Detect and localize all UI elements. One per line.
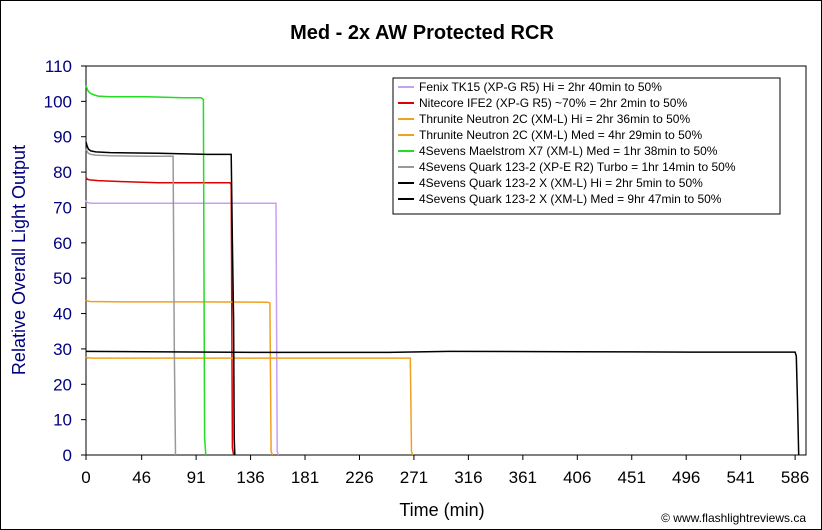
x-tick-label: 226 xyxy=(345,468,373,487)
legend-label: Thrunite Neutron 2C (XM-L) Med = 4hr 29m… xyxy=(419,128,702,142)
x-tick-label: 586 xyxy=(781,468,809,487)
x-tick-label: 0 xyxy=(81,468,90,487)
legend: Fenix TK15 (XP-G R5) Hi = 2hr 40min to 5… xyxy=(392,77,781,215)
series-line-7 xyxy=(85,141,236,456)
y-axis-label: Relative Overall Light Output xyxy=(9,145,29,375)
legend-items: Fenix TK15 (XP-G R5) Hi = 2hr 40min to 5… xyxy=(398,80,736,206)
x-tick-label: 181 xyxy=(291,468,319,487)
series-line-4 xyxy=(85,356,414,456)
legend-label: Thrunite Neutron 2C (XM-L) Hi = 2hr 36mi… xyxy=(419,112,690,126)
x-tick-label: 136 xyxy=(236,468,264,487)
y-tick-label: 60 xyxy=(53,234,72,253)
x-tick-label: 406 xyxy=(563,468,591,487)
legend-box xyxy=(392,77,781,215)
series-line-2 xyxy=(85,176,235,456)
x-tick-label: 361 xyxy=(509,468,537,487)
x-tick-label: 46 xyxy=(132,468,151,487)
series-line-1 xyxy=(85,200,280,456)
y-tick-label: 110 xyxy=(45,57,72,76)
legend-label: Nitecore IFE2 (XP-G R5) ~70% = 2hr 2min … xyxy=(419,96,687,110)
x-tick-label: 91 xyxy=(187,468,206,487)
series-line-3 xyxy=(85,299,274,456)
y-axis: 0 10 20 30 40 50 60 70 80 90 100 110 xyxy=(44,57,86,465)
legend-label: 4Sevens Quark 123-2 X (XM-L) Med = 9hr 4… xyxy=(419,192,722,206)
y-tick-label: 40 xyxy=(53,305,72,324)
x-tick-label: 541 xyxy=(726,468,754,487)
x-tick-label: 451 xyxy=(618,468,646,487)
series-line-5 xyxy=(85,85,207,456)
y-tick-label: 70 xyxy=(53,198,72,217)
y-tick-label: 10 xyxy=(53,411,72,430)
legend-label: 4Sevens Quark 123-2 X (XM-L) Hi = 2hr 5m… xyxy=(419,176,703,190)
y-tick-label: 20 xyxy=(53,375,72,394)
x-tick-label: 316 xyxy=(454,468,482,487)
series-line-6 xyxy=(85,148,177,456)
chart-title: Med - 2x AW Protected RCR xyxy=(290,22,554,44)
legend-label: Fenix TK15 (XP-G R5) Hi = 2hr 40min to 5… xyxy=(419,80,662,94)
y-tick-label: 100 xyxy=(44,92,72,111)
legend-label: 4Sevens Quark 123-2 (XP-E R2) Turbo = 1h… xyxy=(419,160,736,174)
series-group xyxy=(85,85,800,456)
x-axis: 0 46 91 136 181 226 271 316 361 406 451 496 541 586 xyxy=(81,455,809,487)
y-tick-label: 50 xyxy=(53,269,72,288)
credit-text: © www.flashlightreviews.ca xyxy=(661,511,806,525)
x-axis-label: Time (min) xyxy=(399,500,484,520)
x-tick-label: 271 xyxy=(400,468,428,487)
x-tick-label: 496 xyxy=(672,468,700,487)
series-line-8 xyxy=(85,350,800,456)
y-tick-label: 0 xyxy=(63,446,72,465)
y-tick-label: 80 xyxy=(53,163,72,182)
y-tick-label: 30 xyxy=(53,340,72,359)
legend-label: 4Sevens Maelstrom X7 (XM-L) Med = 1hr 38… xyxy=(419,144,718,158)
y-tick-label: 90 xyxy=(53,128,72,147)
